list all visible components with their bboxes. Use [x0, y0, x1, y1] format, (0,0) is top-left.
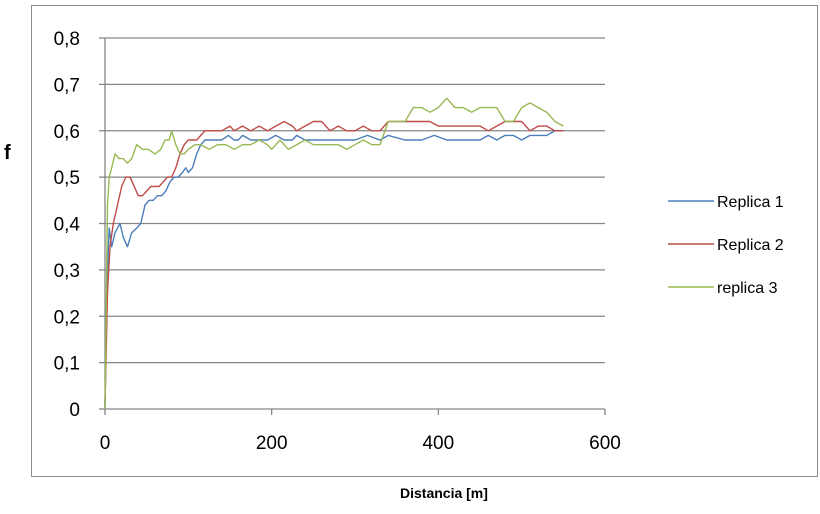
y-axis-label: f	[4, 142, 11, 164]
x-tick-label: 200	[256, 433, 288, 454]
legend-label-3: replica 3	[717, 280, 778, 297]
x-tick-label: 600	[589, 433, 621, 454]
legend-label-1: Replica 1	[717, 194, 784, 211]
y-tick-label: 0,4	[54, 215, 81, 236]
x-tick-label: 0	[100, 433, 111, 454]
series-line-3	[104, 97, 564, 410]
y-tick-label: 0,3	[54, 261, 80, 282]
y-tick-label: 0,1	[54, 354, 80, 375]
y-tick-label: 0,5	[54, 168, 80, 189]
series-line-1	[104, 130, 564, 410]
legend-label-2: Replica 2	[717, 237, 784, 254]
x-tick-label: 400	[422, 433, 454, 454]
series-line-2	[104, 120, 564, 405]
x-axis-label: Distancia [m]	[400, 485, 488, 501]
y-tick-label: 0,8	[54, 29, 80, 50]
chart-area	[31, 5, 818, 477]
y-tick-label: 0	[69, 400, 80, 421]
y-tick-label: 0,6	[54, 122, 80, 143]
y-tick-label: 0,7	[54, 75, 80, 96]
y-tick-label: 0,2	[54, 307, 80, 328]
